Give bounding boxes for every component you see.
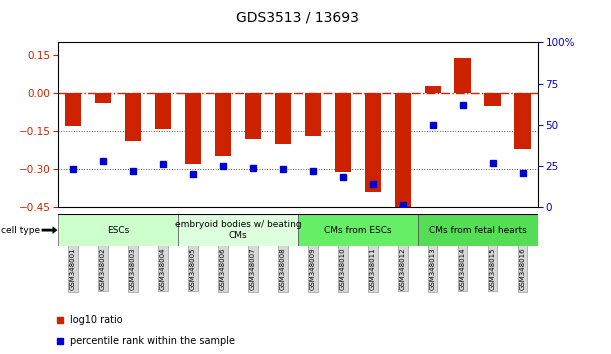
Text: GDS3513 / 13693: GDS3513 / 13693 [236,11,359,25]
Text: GSM348007: GSM348007 [250,247,256,290]
Bar [178,214,298,246]
Text: GSM348016: GSM348016 [520,247,525,290]
Bar [455,58,471,93]
Text: GSM348011: GSM348011 [370,247,376,290]
Bar [395,93,411,210]
Bar [274,93,291,144]
Bar [244,93,261,139]
Text: GSM348006: GSM348006 [220,247,226,290]
Bar [425,86,441,93]
Bar [418,214,538,246]
Text: percentile rank within the sample: percentile rank within the sample [70,336,235,346]
Bar [365,93,381,192]
Text: GSM348009: GSM348009 [310,247,316,290]
Text: GSM348005: GSM348005 [190,247,196,290]
Bar [155,93,171,129]
Text: GSM348010: GSM348010 [340,247,346,290]
Bar [305,93,321,136]
Text: log10 ratio: log10 ratio [70,315,123,325]
Text: GSM348015: GSM348015 [489,247,496,290]
Bar [125,93,141,141]
Text: GSM348008: GSM348008 [280,247,286,290]
Bar [95,93,111,103]
Text: GSM348013: GSM348013 [430,247,436,290]
Bar [485,93,501,106]
Text: GSM348004: GSM348004 [160,247,166,290]
Text: GSM348014: GSM348014 [459,247,466,290]
Bar [65,93,81,126]
Text: CMs from ESCs: CMs from ESCs [324,225,392,235]
Text: GSM348001: GSM348001 [70,247,76,290]
Text: GSM348002: GSM348002 [100,247,106,290]
Bar [298,214,418,246]
Text: embryoid bodies w/ beating
CMs: embryoid bodies w/ beating CMs [175,221,301,240]
Text: GSM348003: GSM348003 [130,247,136,290]
Text: GSM348012: GSM348012 [400,247,406,290]
Text: cell type: cell type [1,225,40,235]
Bar [514,93,531,149]
Bar [58,214,178,246]
Text: ESCs: ESCs [107,225,129,235]
Bar [335,93,351,172]
Text: CMs from fetal hearts: CMs from fetal hearts [429,225,527,235]
Bar [185,93,201,164]
Bar [214,93,231,156]
